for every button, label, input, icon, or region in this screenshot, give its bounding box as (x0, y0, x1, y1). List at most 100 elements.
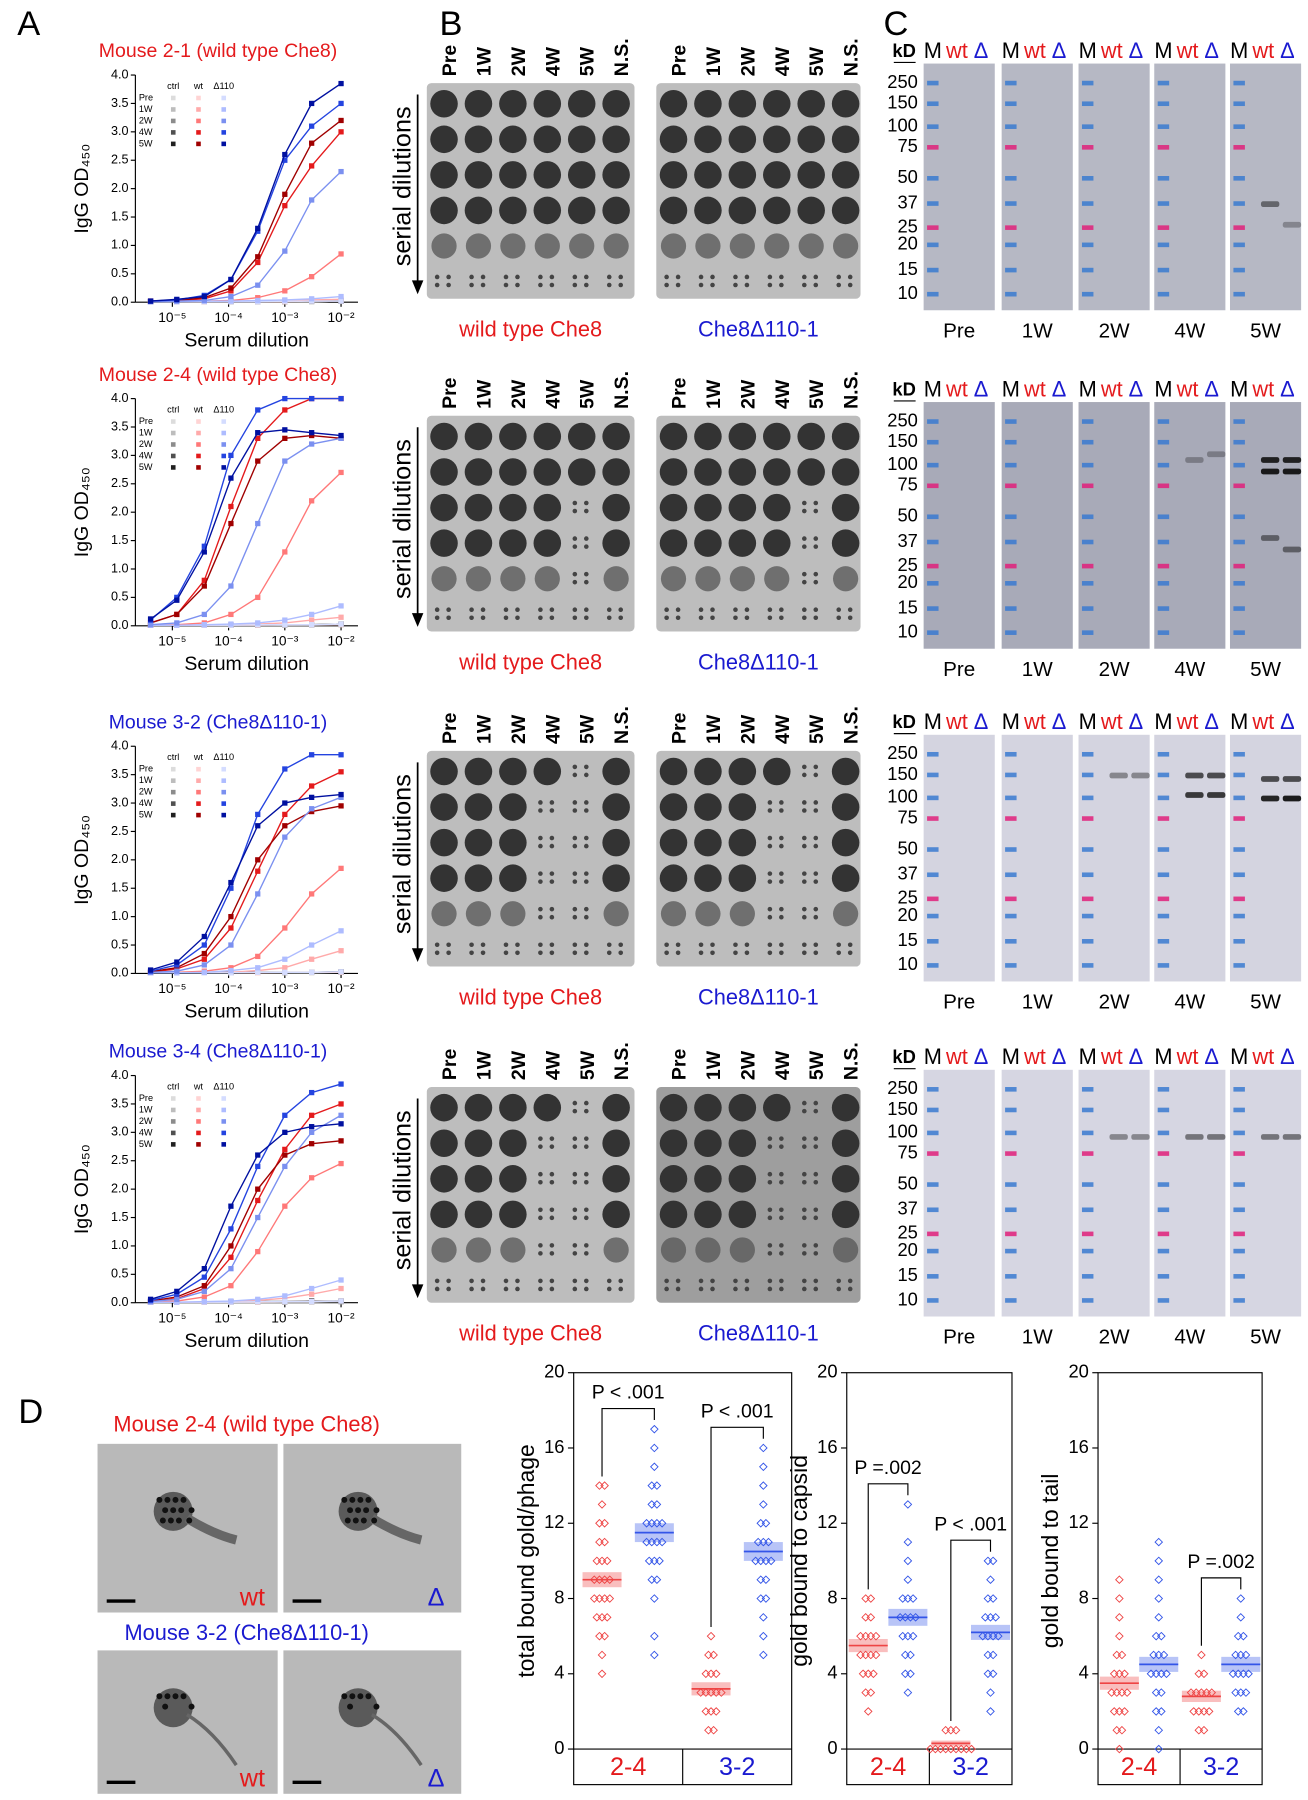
plaque (584, 1251, 589, 1256)
plaque-spot (533, 757, 562, 786)
legend-marker (221, 419, 227, 424)
data-point (338, 117, 344, 124)
plaque-spot (659, 1200, 688, 1229)
plaque-spot (763, 757, 791, 786)
data-point (309, 441, 315, 447)
plaque (584, 764, 589, 770)
data-point (1154, 1744, 1164, 1754)
legend-marker (196, 118, 201, 124)
legend-marker (170, 430, 176, 436)
plaque (503, 615, 509, 621)
plaque (538, 1207, 543, 1213)
plaque (664, 274, 669, 280)
legend-marker (221, 465, 227, 470)
data-point (255, 407, 261, 413)
chart-title: Mouse 2-4 (wild type Che8) (99, 364, 337, 386)
plaque (675, 615, 681, 621)
plaque-spot (659, 161, 688, 189)
plaque (584, 500, 589, 506)
plate-column-label: 4W (542, 1050, 564, 1080)
ladder-band (1005, 101, 1017, 107)
data-point (597, 1669, 607, 1679)
plaque (710, 615, 715, 621)
ladder-band (1081, 1130, 1094, 1136)
ladder-band (1233, 816, 1245, 821)
plaque (584, 282, 589, 288)
lane-label: M (1230, 709, 1248, 734)
ladder-label: 75 (897, 1141, 917, 1162)
plaque-spot (659, 89, 688, 118)
plaque (813, 282, 819, 288)
ladder-band (1081, 242, 1094, 248)
ladder-band (1081, 291, 1094, 297)
ladder-band (1081, 630, 1094, 635)
data-point (869, 1669, 878, 1679)
plate (656, 1087, 861, 1303)
plaque (584, 914, 589, 920)
legend-col: Δ110 (213, 81, 234, 91)
x-tick-label: 10⁻⁵ (158, 981, 186, 996)
plate-column-label: Pre (669, 1049, 691, 1081)
data-point (988, 1669, 998, 1679)
data-point (717, 1688, 726, 1697)
gold-particle (172, 1693, 179, 1700)
ladder-band (927, 816, 939, 821)
lane-label: Δ (1052, 38, 1067, 63)
ladder-band (1005, 1298, 1017, 1303)
blot-strip (1154, 63, 1226, 311)
plaque (744, 607, 750, 613)
legend-marker (170, 442, 176, 447)
plaque (847, 942, 853, 948)
legend-row: Pre (139, 1093, 153, 1103)
ladder-band (1157, 1107, 1170, 1113)
plaque (744, 1286, 750, 1292)
plaque-spot (499, 1129, 527, 1158)
data-point (282, 925, 288, 931)
plate (426, 1087, 635, 1303)
lane-label: Δ (1129, 709, 1144, 734)
plaque-spot (499, 125, 527, 154)
plaque (767, 879, 773, 884)
data-point (255, 857, 261, 863)
plate-caption: Che8Δ110-1 (698, 1321, 819, 1346)
data-point (1199, 1725, 1209, 1735)
plaque-spot (500, 1237, 526, 1263)
ladder-label: 10 (897, 621, 917, 642)
legend-marker (221, 130, 227, 135)
data-point (201, 933, 207, 940)
plaque (503, 282, 509, 288)
ladder-label: 100 (887, 115, 918, 136)
y-axis-label: IgG OD₄₅₀ (71, 144, 93, 234)
plaque-spot (464, 529, 493, 557)
data-point (863, 1707, 873, 1716)
data-point (147, 1296, 154, 1302)
data-point (255, 435, 261, 441)
plaque (480, 950, 486, 956)
legend-row: Pre (139, 764, 153, 774)
plaque-spot (430, 161, 458, 189)
y-tick-label: 2.0 (111, 852, 129, 866)
plaque (538, 274, 543, 280)
ladder-label: 250 (887, 742, 918, 763)
data-point (338, 865, 344, 872)
plaque (779, 914, 784, 920)
ladder-band (1005, 483, 1017, 489)
ladder-band (1081, 872, 1094, 878)
lane-label: M (1002, 709, 1020, 734)
x-tick-label: 10⁻² (327, 633, 355, 648)
data-point (941, 1725, 951, 1735)
blot-band (1260, 1134, 1280, 1140)
data-point (986, 1613, 995, 1622)
x-tick-label: 10⁻⁴ (214, 633, 243, 648)
plaque (767, 1144, 773, 1149)
data-point (309, 100, 315, 107)
ladder-band (1157, 267, 1170, 273)
lane-label: wt (945, 1044, 968, 1069)
plaque (733, 1286, 738, 1292)
series-line (150, 1162, 342, 1303)
plaque (584, 1278, 589, 1284)
data-point (228, 503, 234, 510)
ladder-band (1157, 772, 1170, 778)
data-point (906, 1669, 915, 1679)
lane-label: wt (1176, 376, 1199, 401)
